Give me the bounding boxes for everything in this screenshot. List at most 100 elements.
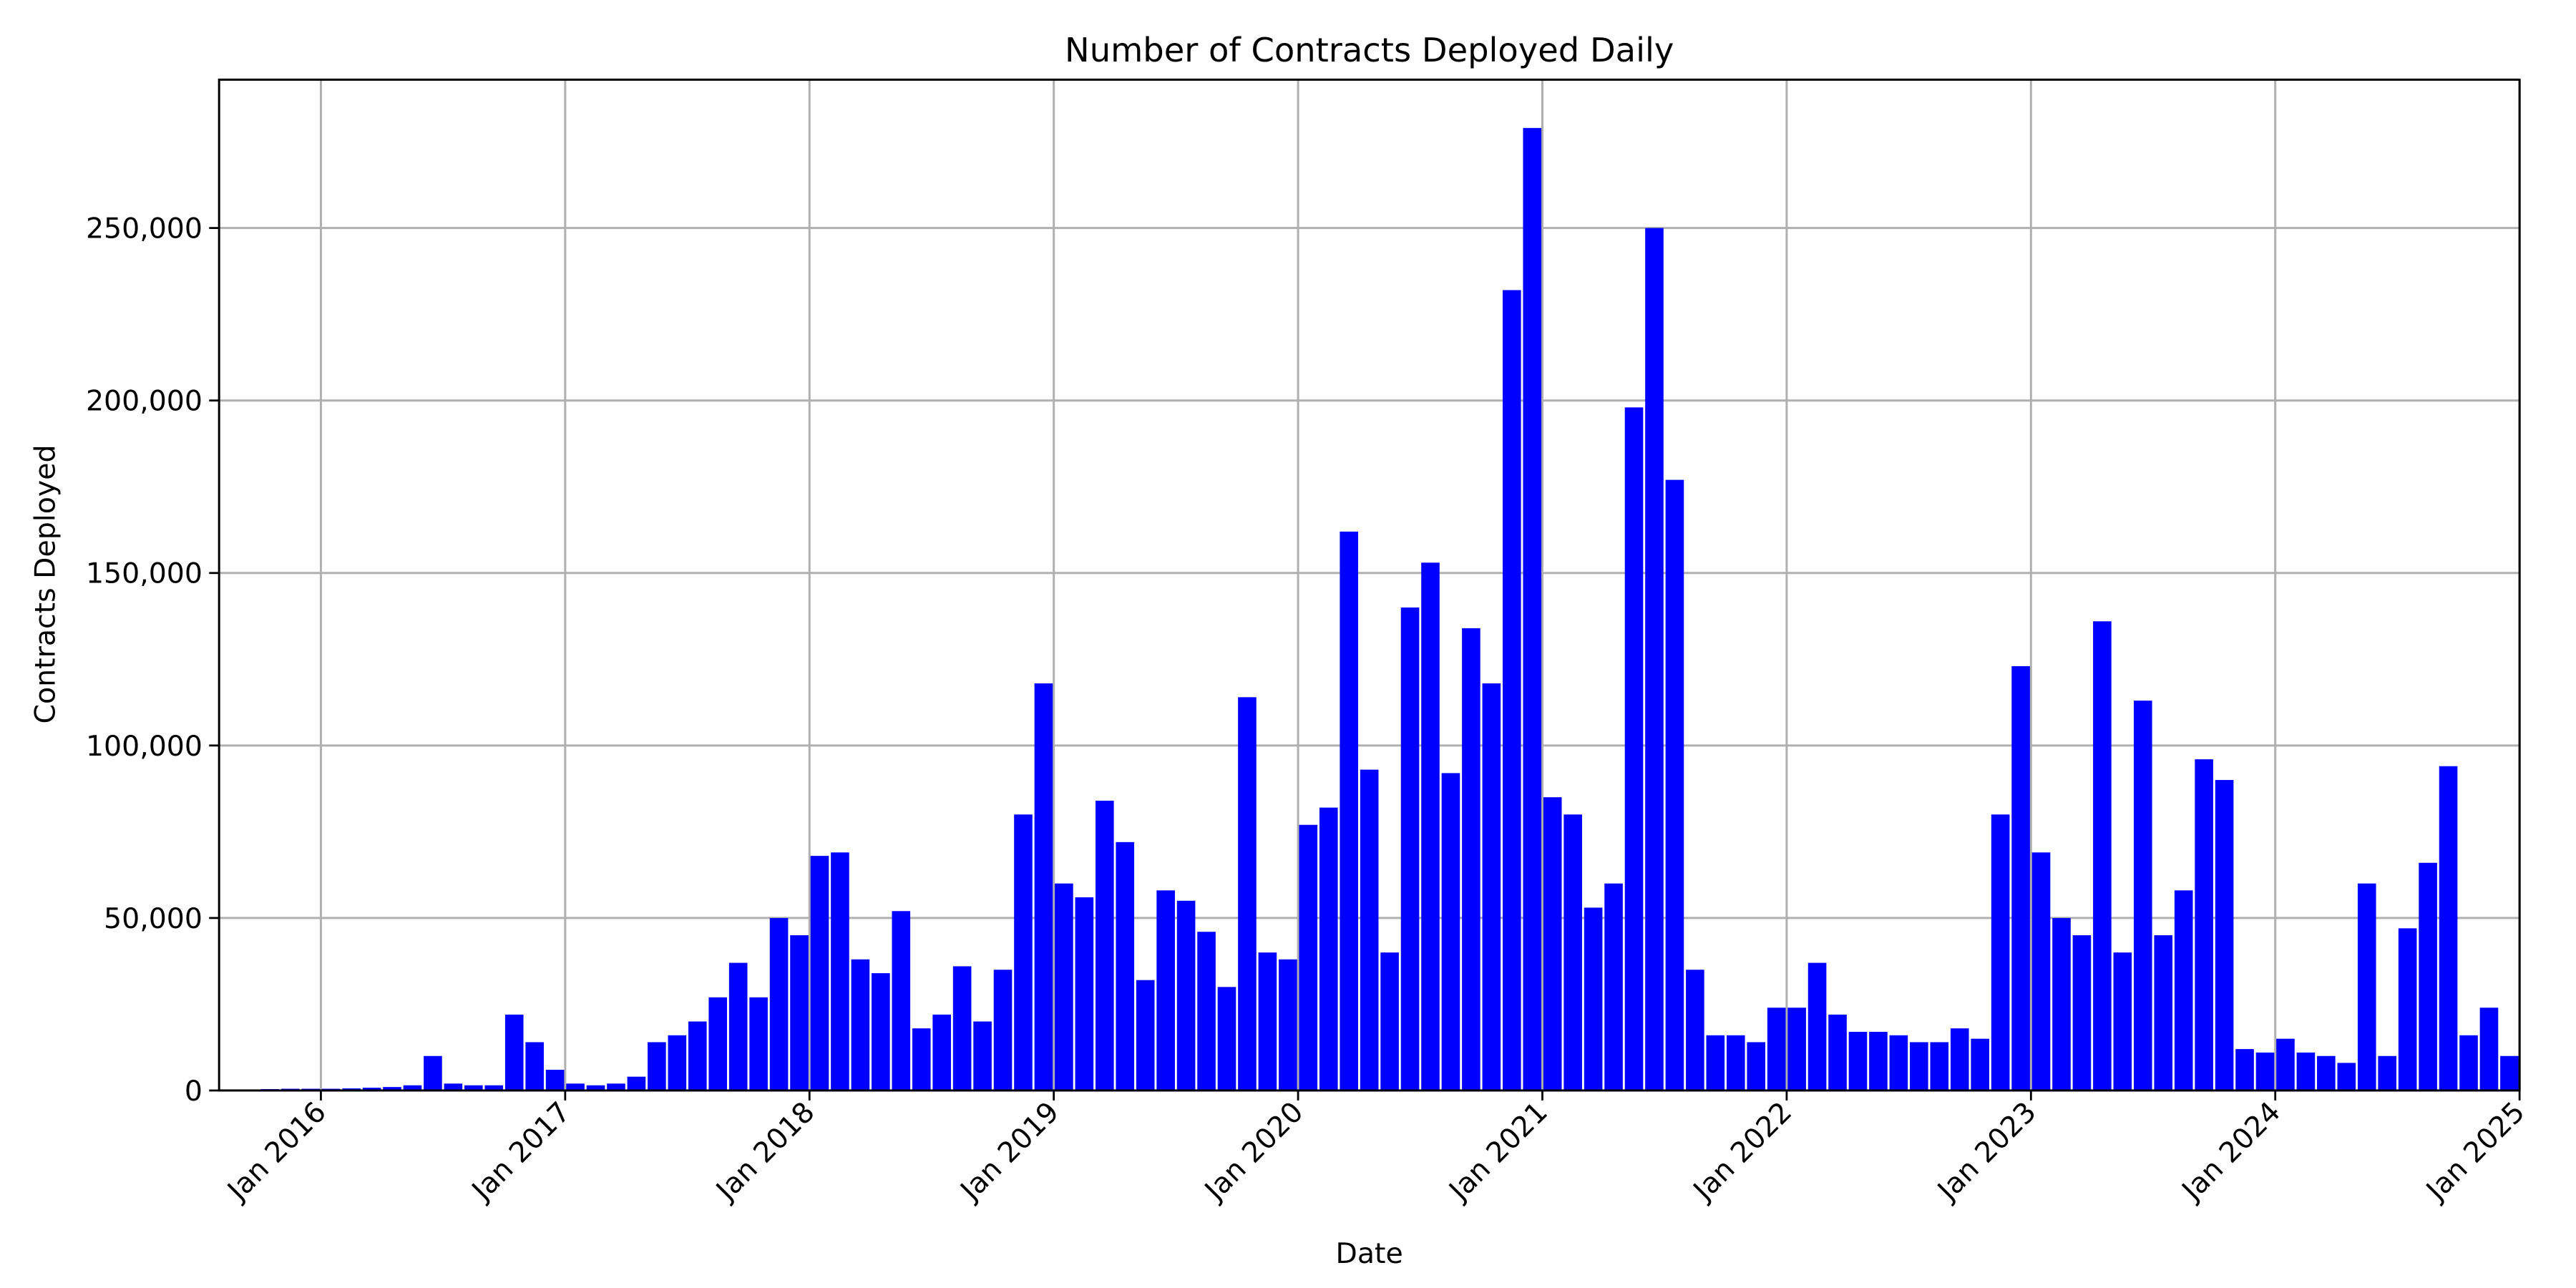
bar <box>2255 1052 2275 1091</box>
bar <box>1197 932 1216 1091</box>
bar <box>1238 697 1257 1091</box>
x-tick-label: Jan 2016 <box>220 1096 332 1208</box>
bar <box>1034 683 1053 1091</box>
bar <box>607 1083 625 1091</box>
x-tick-label: Jan 2024 <box>2175 1096 2287 1208</box>
bar <box>1441 773 1460 1091</box>
x-tick-label: Jan 2022 <box>1686 1096 1798 1208</box>
bar <box>2357 883 2376 1091</box>
x-tick-label: Jan 2025 <box>2419 1096 2531 1208</box>
y-axis-label: Contracts Deployed <box>29 445 62 724</box>
bar <box>2459 1035 2478 1091</box>
bar <box>525 1042 544 1091</box>
x-tick-label: Jan 2023 <box>1930 1096 2042 1208</box>
bar <box>444 1083 463 1091</box>
bar <box>810 856 829 1091</box>
bar <box>2011 665 2030 1091</box>
bar <box>2235 1049 2254 1091</box>
bar <box>1258 952 1277 1091</box>
bar <box>1217 987 1236 1091</box>
bar <box>1869 1032 1888 1091</box>
bar <box>1462 628 1480 1091</box>
bar <box>1584 907 1603 1091</box>
bar <box>2215 780 2234 1091</box>
bar <box>1095 800 1114 1091</box>
bar <box>1807 962 1827 1091</box>
bar <box>728 962 748 1091</box>
bar <box>1340 531 1359 1091</box>
bar <box>1136 980 1155 1091</box>
bar <box>1176 900 1196 1091</box>
bar <box>1889 1035 1908 1091</box>
bar <box>790 935 809 1091</box>
bar <box>403 1085 422 1091</box>
bar <box>1726 1035 1745 1091</box>
bar <box>424 1055 442 1091</box>
bar <box>668 1035 687 1091</box>
bar <box>2093 621 2112 1091</box>
bar <box>2479 1008 2499 1091</box>
x-tick-label: Jan 2021 <box>1441 1096 1553 1208</box>
bar <box>362 1088 381 1091</box>
bar <box>1014 814 1033 1091</box>
bar <box>2439 766 2458 1091</box>
bar <box>1279 959 1297 1091</box>
x-tick-label: Jan 2020 <box>1197 1096 1309 1208</box>
bar <box>1075 897 1094 1091</box>
x-tick-label: Jan 2018 <box>708 1096 821 1208</box>
bar <box>749 997 768 1091</box>
bar <box>912 1028 931 1091</box>
bar <box>2276 1038 2295 1091</box>
bar <box>2195 759 2213 1091</box>
bar <box>2154 935 2173 1091</box>
bar <box>1686 970 1704 1091</box>
chart-title: Number of Contracts Deployed Daily <box>1065 31 1674 69</box>
bar <box>1848 1032 1868 1091</box>
bar <box>932 1014 951 1091</box>
bar <box>1991 814 2010 1091</box>
bar <box>1665 479 1684 1091</box>
bar <box>504 1014 524 1091</box>
y-tick-label: 50,000 <box>104 902 203 935</box>
y-tick-label: 0 <box>185 1075 203 1108</box>
bar <box>1156 890 1175 1091</box>
bar <box>1604 883 1623 1091</box>
bar <box>1319 807 1338 1091</box>
bar <box>2378 1055 2397 1091</box>
bar <box>993 970 1013 1091</box>
bar <box>688 1021 707 1091</box>
bar <box>1767 1008 1786 1091</box>
bar <box>1543 797 1562 1091</box>
bar <box>1828 1014 1847 1091</box>
bar <box>1624 407 1644 1091</box>
bar <box>1299 824 1318 1091</box>
bar <box>2337 1063 2356 1091</box>
bar <box>1523 127 1542 1091</box>
bar <box>1930 1042 1949 1091</box>
bars <box>220 127 2519 1091</box>
bar <box>1563 814 1582 1091</box>
bar <box>1360 769 1379 1091</box>
bar <box>586 1085 605 1091</box>
bar <box>484 1085 504 1091</box>
bar <box>627 1076 646 1091</box>
bar <box>2398 928 2417 1091</box>
bar <box>1787 1008 1806 1091</box>
bar <box>1950 1028 1969 1091</box>
bar <box>2113 952 2132 1091</box>
bar <box>464 1085 483 1091</box>
bar <box>2296 1052 2316 1091</box>
bar <box>383 1087 401 1091</box>
bar <box>892 911 911 1091</box>
bar <box>1482 683 1501 1091</box>
bar <box>1645 228 1664 1091</box>
bar <box>831 852 849 1091</box>
bar <box>648 1042 666 1091</box>
y-tick-label: 150,000 <box>86 557 203 590</box>
x-tick-label: Jan 2019 <box>953 1096 1065 1208</box>
bar <box>1747 1042 1766 1091</box>
bar <box>545 1070 565 1091</box>
bar <box>2174 890 2193 1091</box>
